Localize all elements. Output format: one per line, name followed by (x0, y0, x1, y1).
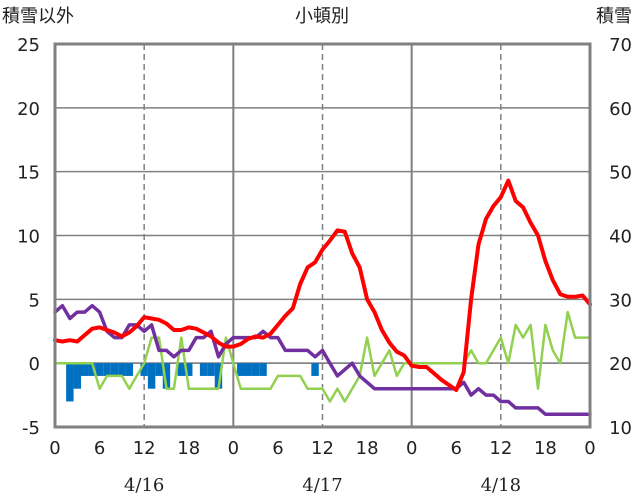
plot-frame (53, 42, 592, 429)
left-tick-label: 15 (17, 163, 40, 184)
precipitation-bar (311, 363, 319, 376)
day-label: 4/18 (481, 475, 521, 496)
precipitation-bar (66, 363, 74, 402)
left-tick-label: -5 (22, 418, 40, 439)
precipitation-bar (155, 363, 163, 376)
right-tick-label: 30 (609, 290, 632, 311)
precipitation-bar (147, 363, 156, 389)
x-tick-label: 6 (94, 438, 105, 459)
x-tick-label: 6 (272, 438, 283, 459)
left-tick-label: 0 (29, 354, 40, 375)
precipitation-bar (185, 363, 193, 376)
right-tick-label: 70 (609, 35, 632, 56)
precipitation-bars (66, 363, 319, 402)
precipitation-bar (214, 363, 223, 389)
x-tick-label: 0 (584, 438, 595, 459)
right-tick-label: 60 (609, 99, 632, 120)
grid (55, 44, 590, 427)
precipitation-bar (259, 363, 267, 376)
precipitation-bar (140, 363, 148, 376)
left-tick-label: 10 (17, 227, 40, 248)
precipitation-bar (95, 363, 104, 376)
x-tick-label: 0 (228, 438, 239, 459)
snow_depth-line (53, 303, 592, 416)
x-tick-label: 18 (356, 438, 379, 459)
precipitation-bar (125, 363, 134, 376)
x-axis-ticks: 0 6 12 18 0 6 12 18 0 6 12 18 0 (49, 438, 595, 459)
precipitation-bar (244, 363, 252, 376)
day-labels: 4/16 4/17 4/18 (124, 475, 521, 496)
x-tick-label: 12 (133, 438, 156, 459)
right-axis-ticks: 10 20 30 40 50 60 70 (609, 35, 632, 439)
precipitation-bar (207, 363, 215, 376)
right-tick-label: 10 (609, 418, 632, 439)
precipitation-bar (177, 363, 186, 376)
precipitation-bar (162, 363, 171, 389)
right-axis-label: 積雪 (596, 6, 632, 27)
day-label: 4/17 (302, 475, 342, 496)
precipitation-bar (110, 363, 119, 376)
x-tick-label: 0 (49, 438, 60, 459)
precipitation-bar (118, 363, 126, 376)
day-label: 4/16 (124, 475, 164, 496)
wind-line (53, 310, 592, 403)
precipitation-bar (199, 363, 208, 376)
precipitation-bar (81, 363, 89, 376)
precipitation-bar (73, 363, 82, 389)
left-tick-label: 25 (17, 35, 40, 56)
x-tick-label: 6 (451, 438, 462, 459)
chart-title: 小頓別 (295, 6, 349, 27)
left-tick-label: 5 (29, 290, 40, 311)
x-tick-label: 18 (177, 438, 200, 459)
temperature-line (53, 178, 592, 392)
precipitation-bar (88, 363, 96, 376)
x-tick-label: 0 (406, 438, 417, 459)
right-tick-label: 20 (609, 354, 632, 375)
x-tick-label: 18 (534, 438, 557, 459)
right-tick-label: 40 (609, 227, 632, 248)
series-lines (53, 178, 592, 416)
precipitation-bar (251, 363, 260, 376)
right-tick-label: 50 (609, 163, 632, 184)
left-axis-ticks: -5 0 5 10 15 20 25 (17, 35, 40, 439)
precipitation-bar (237, 363, 245, 376)
precipitation-bar (103, 363, 111, 376)
left-axis-label: 積雪以外 (2, 6, 74, 27)
x-tick-label: 12 (311, 438, 334, 459)
left-tick-label: 20 (17, 99, 40, 120)
x-tick-label: 12 (489, 438, 512, 459)
